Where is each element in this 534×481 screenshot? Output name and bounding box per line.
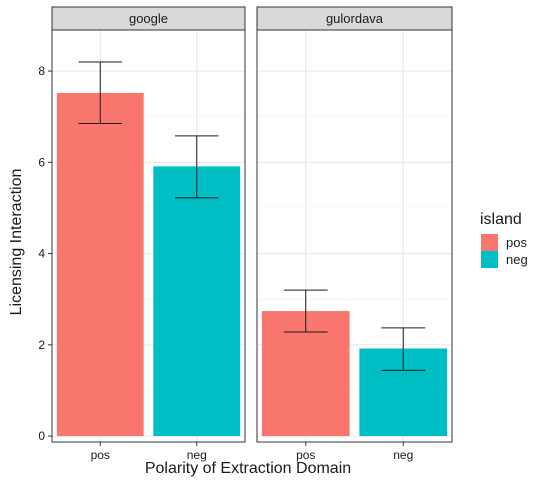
x-axis-title: Polarity of Extraction Domain — [145, 460, 351, 477]
y-tick-label: 6 — [38, 155, 45, 169]
bar-google-neg — [153, 166, 241, 437]
error-bar-gulordava-pos — [283, 289, 328, 333]
y-tick-label: 0 — [38, 429, 45, 443]
x-tick-label: neg — [187, 448, 207, 462]
panel-border — [256, 29, 453, 443]
panel-border — [51, 29, 246, 443]
y-axis-title: Licensing Interaction — [8, 169, 25, 316]
legend-key-pos — [481, 234, 498, 251]
bar-google-pos — [56, 92, 144, 437]
error-bar-google-neg — [175, 135, 219, 199]
facet-label: gulordava — [326, 11, 384, 26]
panel-google: google — [51, 6, 246, 443]
x-tick-label: pos — [91, 448, 110, 462]
error-bar-google-pos — [78, 61, 122, 125]
legend-label-neg: neg — [506, 252, 528, 267]
legend-title: island — [480, 211, 522, 228]
x-tick-label: pos — [296, 448, 315, 462]
y-tick-label: 4 — [38, 247, 45, 261]
legend-label-pos: pos — [506, 235, 527, 250]
x-tick-label: neg — [393, 448, 413, 462]
x-axis: pos neg pos neg — [91, 442, 413, 462]
panels: google gulordava — [51, 6, 453, 443]
error-bar-gulordava-neg — [381, 327, 426, 371]
legend: island pos neg — [480, 211, 528, 268]
panel-gulordava: gulordava — [256, 6, 453, 443]
y-tick-label: 8 — [38, 64, 45, 78]
legend-key-neg — [481, 251, 498, 268]
y-tick-label: 2 — [38, 338, 45, 352]
y-axis: 0 2 4 6 8 — [38, 64, 52, 443]
facet-label: google — [129, 11, 168, 26]
